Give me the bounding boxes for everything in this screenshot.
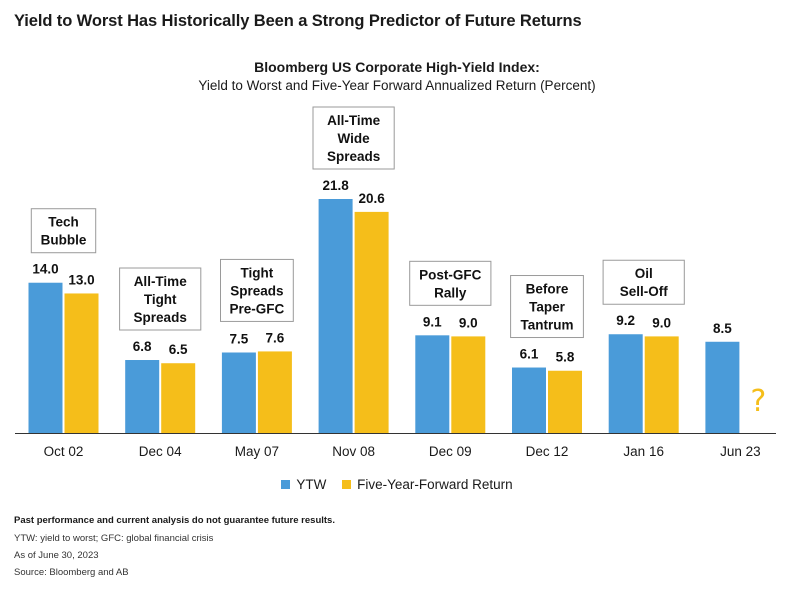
annotation-text-oct-02-2: Bubble: [41, 233, 87, 248]
value-label-ytw-jun-23: 8.5: [713, 321, 732, 336]
bar-return-dec-09: [451, 336, 486, 433]
value-label-ytw-dec-12: 6.1: [520, 347, 539, 362]
source-note: Source: Bloomberg and AB: [14, 567, 129, 578]
chart-subtitle: Yield to Worst and Five-Year Forward Ann…: [198, 78, 596, 93]
value-label-ytw-oct-02: 14.0: [32, 262, 58, 277]
bar-return-may-07: [257, 351, 292, 433]
value-label-ytw-dec-09: 9.1: [423, 314, 442, 329]
annotation-box-jan-16: [602, 259, 685, 305]
legend: YTW Five-Year-Forward Return: [0, 477, 794, 492]
bar-ytw-dec-12: [512, 367, 546, 433]
annotation-text-may-07-1: Tight: [241, 265, 274, 280]
annotation-text-dec-12-3: Tantrum: [521, 318, 574, 333]
bar-return-oct-02: [64, 293, 99, 433]
annotation-text-dec-09-1: Post-GFC: [419, 267, 481, 282]
legend-swatch-return: [342, 480, 352, 489]
bar-ytw-jun-23: [705, 341, 740, 433]
value-label-return-dec-12: 5.8: [556, 350, 575, 365]
annotation-text-may-07-3: Pre-GFC: [230, 301, 285, 316]
unknown-return-marker: ?: [750, 384, 766, 419]
bar-ytw-nov-08: [318, 199, 353, 433]
footnote: YTW: yield to worst; GFC: global financi…: [14, 533, 214, 544]
annotation-text-jan-16-2: Sell-Off: [620, 284, 669, 299]
bar-return-dec-12: [548, 370, 582, 433]
bar-ytw-dec-04: [125, 360, 160, 433]
annotation-box-dec-04: [119, 267, 202, 331]
tick-label-dec-12: Dec 12: [526, 444, 569, 459]
tick-label-nov-08: Nov 08: [332, 444, 375, 459]
annotation-text-jan-16-1: Oil: [635, 266, 653, 281]
value-label-return-nov-08: 20.6: [358, 191, 385, 206]
value-label-return-oct-02: 13.0: [68, 272, 94, 287]
legend-label-return: Five-Year-Forward Return: [357, 477, 513, 492]
value-label-ytw-dec-04: 6.8: [133, 339, 152, 354]
annotation-text-may-07-2: Spreads: [230, 283, 283, 298]
annotation-text-nov-08-3: Spreads: [327, 149, 380, 164]
value-label-return-jan-16: 9.0: [652, 315, 671, 330]
annotation-text-nov-08-1: All-Time: [327, 113, 381, 128]
annotation-text-dec-09-2: Rally: [434, 285, 467, 300]
tick-label-dec-04: Dec 04: [139, 444, 182, 459]
annotation-text-dec-04-3: Spreads: [134, 310, 187, 325]
bar-ytw-dec-09: [415, 335, 450, 433]
legend-label-ytw: YTW: [296, 477, 327, 492]
annotation-box-oct-02: [30, 208, 97, 254]
annotation-box-dec-09: [409, 260, 492, 306]
bar-ytw-may-07: [221, 352, 256, 433]
tick-label-jun-23: Jun 23: [720, 444, 761, 459]
page-title: Yield to Worst Has Historically Been a S…: [14, 12, 582, 30]
bar-ytw-oct-02: [28, 282, 63, 433]
annotation-text-dec-12-2: Taper: [529, 300, 566, 315]
annotation-box-may-07: [220, 258, 294, 322]
chart-title: Bloomberg US Corporate High-Yield Index:: [254, 59, 540, 75]
value-label-ytw-jan-16: 9.2: [616, 313, 635, 328]
disclaimer: Past performance and current analysis do…: [14, 515, 335, 526]
bar-return-dec-04: [161, 363, 196, 433]
value-label-return-dec-04: 6.5: [169, 342, 188, 357]
as-of-date: As of June 30, 2023: [14, 550, 99, 561]
annotation-text-dec-04-1: All-Time: [134, 274, 188, 289]
tick-label-may-07: May 07: [235, 444, 279, 459]
value-label-ytw-nov-08: 21.8: [322, 178, 349, 193]
annotation-box-dec-12: [510, 275, 584, 339]
legend-item-ytw: YTW: [281, 477, 326, 492]
value-label-return-dec-09: 9.0: [459, 315, 478, 330]
annotation-text-nov-08-2: Wide: [338, 131, 371, 146]
value-label-return-may-07: 7.6: [266, 330, 285, 345]
legend-swatch-ytw: [281, 480, 291, 489]
annotation-text-dec-04-2: Tight: [144, 292, 177, 307]
bar-return-nov-08: [354, 211, 389, 433]
annotation-box-nov-08: [312, 106, 395, 170]
value-label-ytw-may-07: 7.5: [230, 331, 249, 346]
tick-label-dec-09: Dec 09: [429, 444, 472, 459]
annotation-text-dec-12-1: Before: [526, 282, 569, 297]
annotation-text-oct-02-1: Tech: [48, 215, 79, 230]
tick-label-jan-16: Jan 16: [623, 444, 664, 459]
legend-item-return: Five-Year-Forward Return: [342, 477, 513, 492]
bar-ytw-jan-16: [608, 334, 643, 433]
bar-return-jan-16: [644, 336, 679, 433]
tick-label-oct-02: Oct 02: [44, 444, 84, 459]
